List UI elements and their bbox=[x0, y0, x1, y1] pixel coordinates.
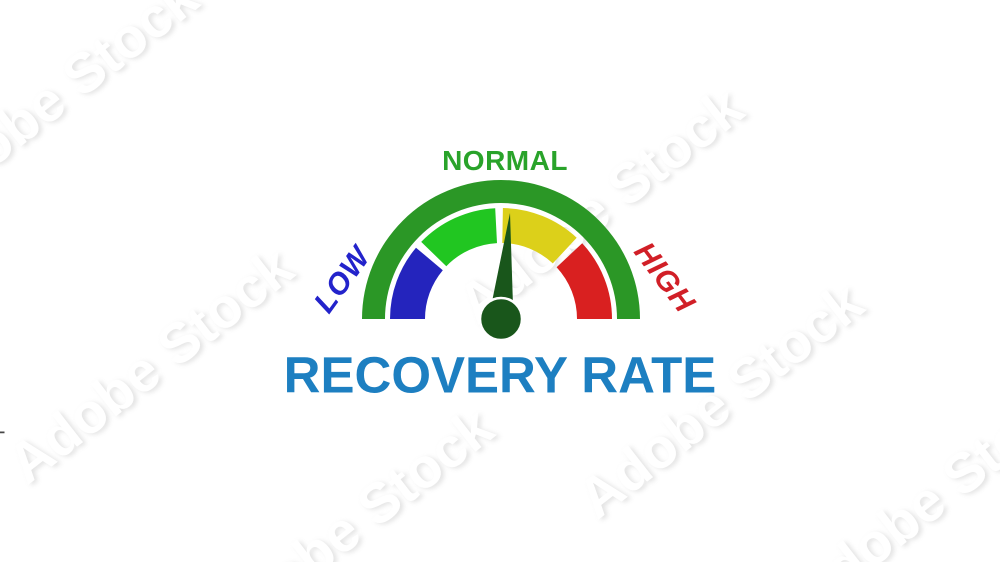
gauge-needle bbox=[488, 213, 514, 321]
gauge-segment-normal-left bbox=[421, 208, 497, 267]
gauge-segment-normal-right bbox=[502, 208, 577, 264]
stock-id-watermark: Adobe Stock | #1791488506 bbox=[0, 295, 5, 560]
gauge-label-normal: NORMAL bbox=[442, 145, 568, 176]
gauge-outer-ring bbox=[362, 180, 640, 319]
gauge-title: RECOVERY RATE bbox=[283, 346, 717, 404]
gauge-segment-low bbox=[390, 247, 443, 319]
gauge-needle-hub bbox=[478, 296, 524, 342]
gauge-segment-high bbox=[556, 243, 612, 319]
